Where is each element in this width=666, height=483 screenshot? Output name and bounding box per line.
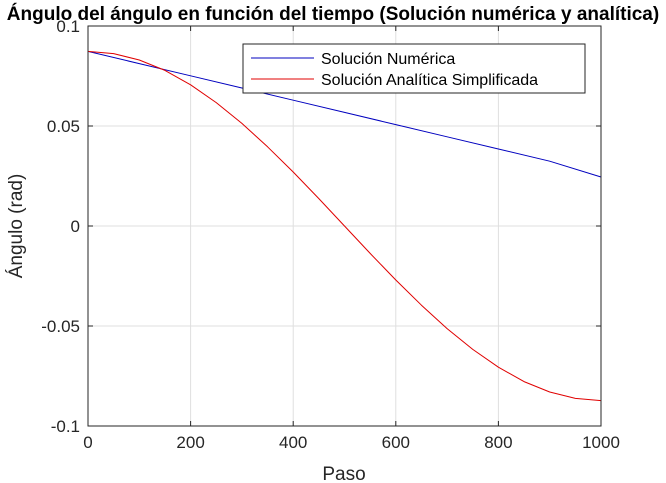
legend-label-analitica: Solución Analítica Simplificada — [321, 72, 538, 89]
x-tick-label: 800 — [484, 433, 512, 452]
series-line-numerica — [87, 50, 602, 178]
chart-title: Ángulo del ángulo en función del tiempo … — [7, 3, 659, 25]
x-tick-label: 1000 — [582, 433, 620, 452]
y-tick-label: 0.1 — [56, 17, 80, 36]
y-axis-label: Ángulo (rad) — [6, 174, 27, 279]
series-line-analitica — [87, 50, 602, 402]
series-layer — [87, 50, 602, 402]
x-tick-label: 0 — [83, 433, 92, 452]
y-tick-label: 0.05 — [47, 117, 80, 136]
x-tick-label: 200 — [176, 433, 204, 452]
x-tick-label: 600 — [382, 433, 410, 452]
legend-label-numerica: Solución Numérica — [321, 51, 455, 68]
x-tick-label: 400 — [279, 433, 307, 452]
legend-box — [242, 43, 586, 94]
y-tick-label: -0.05 — [41, 317, 80, 336]
legend: Solución Numérica Solución Analítica Sim… — [242, 43, 586, 94]
y-tick-label: -0.1 — [51, 417, 80, 436]
x-axis-label: Paso — [322, 464, 365, 483]
ticks: 0 200 400 600 800 1000 -0.1 -0.05 0 0.05 0.1 — [41, 17, 620, 452]
y-tick-label: 0 — [71, 217, 80, 236]
